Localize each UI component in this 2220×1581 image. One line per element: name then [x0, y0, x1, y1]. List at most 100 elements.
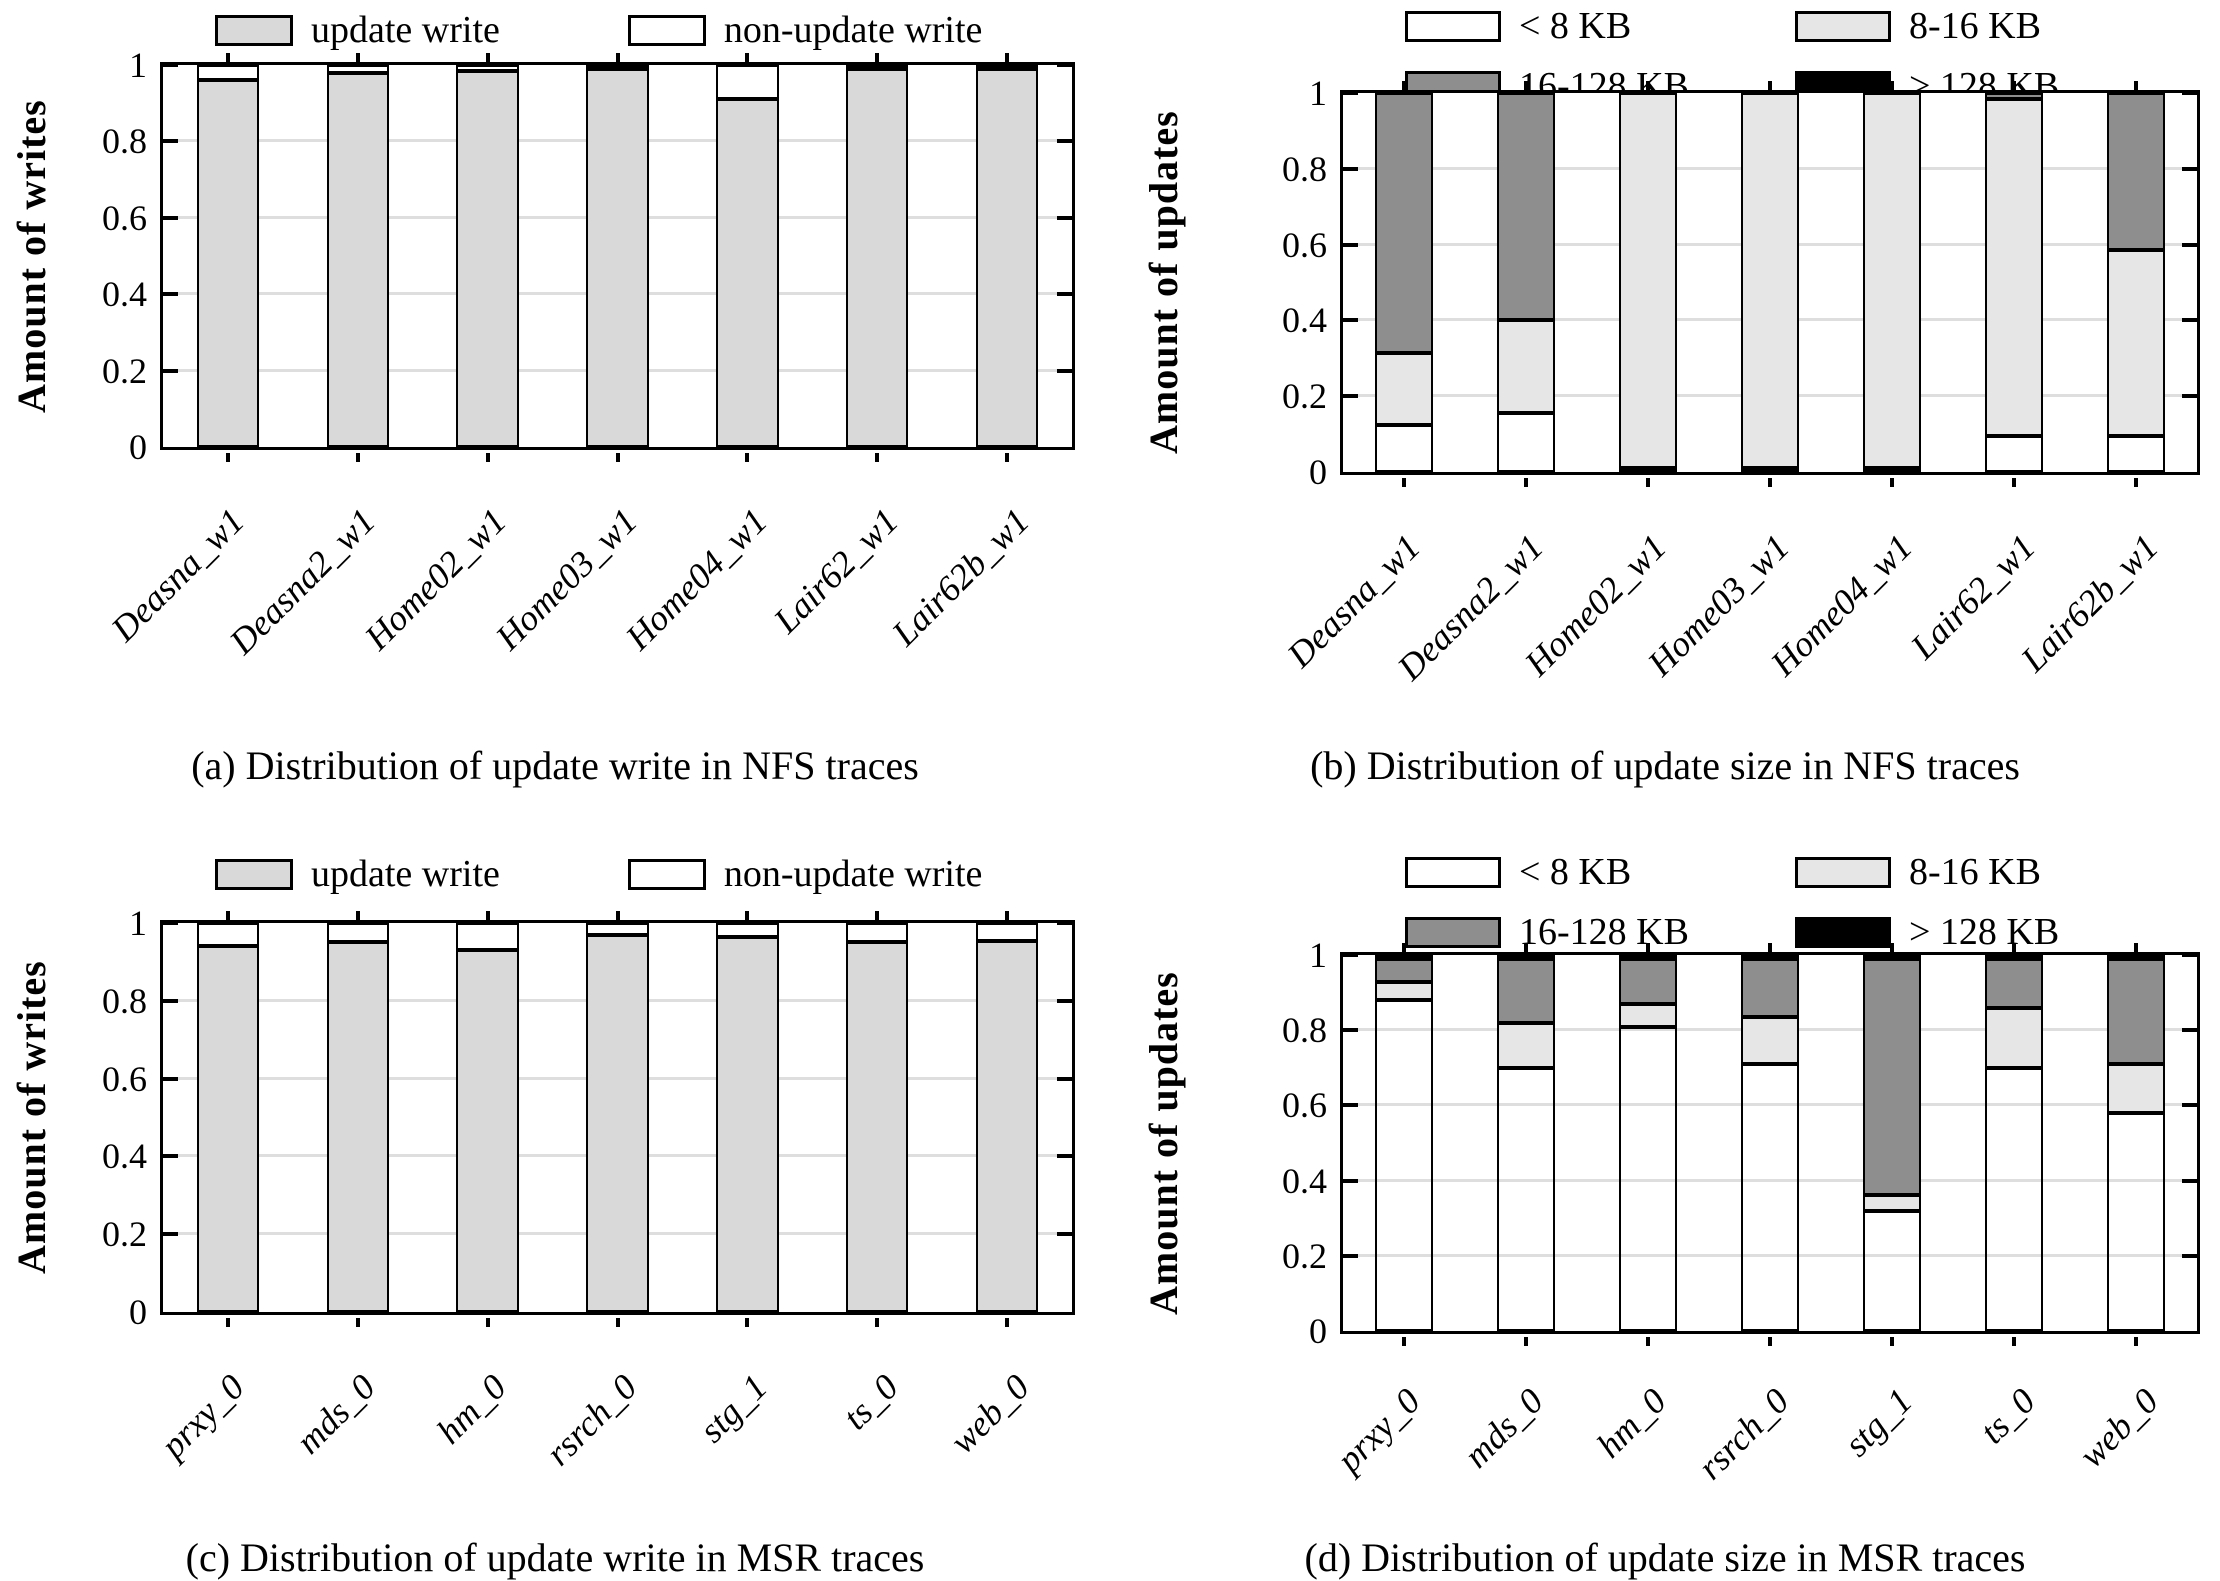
y-tick-label: 1 — [1309, 73, 1327, 113]
bar-slot — [163, 53, 293, 462]
x-tick-mark-bottom — [2134, 1337, 2138, 1346]
y-tick-label: 0.2 — [1282, 1235, 1327, 1276]
x-tick-mark-top — [225, 53, 230, 62]
x-tick-label: Home02_w1 — [356, 500, 514, 658]
bar-segment — [2106, 955, 2166, 959]
bar-segment — [1618, 1026, 1678, 1331]
x-tick-mark-bottom — [615, 453, 620, 462]
y-tick-label: 0 — [1309, 452, 1327, 492]
bar-segment — [716, 65, 779, 100]
bar-segment — [1496, 958, 1556, 1023]
bars-container — [163, 53, 1072, 462]
bar-segment — [1740, 955, 1800, 959]
bar-slot — [682, 911, 812, 1327]
x-tick-mark-bottom — [1005, 453, 1010, 462]
bar-segment — [1496, 1022, 1556, 1068]
x-tick-label: stg_1 — [1836, 1380, 1920, 1465]
bar — [326, 65, 389, 447]
y-tick-mark — [163, 63, 178, 67]
x-tick-mark-top — [225, 911, 230, 920]
x-tick-mark-bottom — [1768, 1337, 1772, 1346]
y-tick-mark — [2182, 242, 2197, 247]
y-axis-label: Amount of updates — [1141, 110, 1186, 455]
gridline — [1343, 1253, 2197, 1257]
x-axis-labels: prxy_0 mds_0 hm_0 rsrch_0 stg_1 ts_0 web_0 — [1329, 1381, 2200, 1488]
bar-segment — [1984, 98, 2044, 436]
x-tick-mark-bottom — [1524, 478, 1528, 487]
bar-slot — [1709, 943, 1831, 1346]
x-tick-mark-bottom — [2134, 478, 2138, 487]
bar-slot — [423, 911, 553, 1327]
y-tick-mark — [2182, 91, 2197, 95]
y-tick-mark — [1057, 1076, 1072, 1081]
y-tick-mark — [163, 292, 178, 297]
x-tick-label: mds_0 — [1456, 1380, 1552, 1476]
bar-segment — [1740, 93, 1800, 468]
bar-segment — [1496, 320, 1556, 414]
plot-area: 0 0.2 0.4 0.6 0.8 1 — [102, 47, 1075, 465]
x-tick-mark-top — [745, 911, 750, 920]
y-tick-label: 0.8 — [1282, 1010, 1327, 1051]
x-tick-mark-top — [355, 911, 360, 920]
y-tick-mark — [2182, 318, 2197, 323]
bar — [975, 65, 1039, 447]
y-tick-label: 0.4 — [102, 274, 147, 315]
y-tick-label: 1 — [129, 903, 147, 943]
bar-segment — [456, 65, 519, 71]
y-tick-mark — [1057, 139, 1072, 144]
bar-segment — [326, 923, 389, 943]
bar-slot — [553, 911, 683, 1327]
legend-item: 8-16 KB — [1795, 4, 2059, 48]
y-tick-mark — [163, 1232, 178, 1237]
x-tick-mark-top — [615, 911, 620, 920]
bar-slot — [1343, 81, 1465, 487]
x-tick-mark-top — [485, 911, 490, 920]
x-tick-mark-top — [875, 911, 880, 920]
bar-slot — [293, 53, 423, 462]
bar-segment — [456, 70, 519, 447]
y-tick-mark — [2182, 1028, 2197, 1033]
bar — [456, 65, 519, 447]
x-tick-mark-top — [1768, 81, 1772, 90]
bar-segment — [1984, 959, 2044, 1008]
bar-slot — [1953, 81, 2075, 487]
bar-segment — [2106, 436, 2166, 472]
x-tick-mark-top — [745, 53, 750, 62]
y-tick-label: 0.6 — [102, 197, 147, 238]
legend-label: update write — [311, 9, 500, 51]
y-tick-mark — [163, 998, 178, 1003]
y-tick-mark — [1343, 1028, 1358, 1033]
y-tick-mark — [1343, 394, 1358, 399]
y-tick-label: 0.4 — [102, 1136, 147, 1177]
y-tick-mark — [1057, 292, 1072, 297]
bar-segment — [2106, 1064, 2166, 1114]
bar — [1740, 955, 1800, 1331]
x-tick-label: stg_1 — [691, 1366, 776, 1451]
bar — [846, 65, 909, 447]
legend-label: update write — [311, 853, 500, 895]
bar-segment — [716, 923, 779, 937]
x-tick-mark-bottom — [2012, 1337, 2016, 1346]
bar — [1984, 955, 2044, 1331]
bar — [1984, 93, 2044, 472]
x-tick-mark-bottom — [615, 1318, 620, 1327]
x-tick-mark-bottom — [1524, 1337, 1528, 1346]
bar-segment — [586, 69, 649, 447]
y-tick-mark — [2182, 166, 2197, 171]
y-tick-label: 0.2 — [102, 1214, 147, 1255]
panel-c: update write non-update write Amount of w… — [0, 790, 1110, 1580]
y-tick-label: 1 — [129, 45, 147, 85]
legend-item: update write — [215, 852, 500, 896]
legend-swatch — [215, 858, 293, 890]
bar-segment — [846, 942, 909, 1312]
gridline — [1343, 1103, 2197, 1107]
caption: (c) Distribution of update write in MSR … — [185, 1535, 925, 1580]
bar-segment — [1374, 424, 1434, 472]
legend-label: 8-16 KB — [1909, 5, 2041, 47]
legend: < 8 KB 8-16 KB 16-128 KB > 128 KB — [1405, 4, 2059, 108]
bar-segment — [1496, 93, 1556, 321]
legend-swatch — [1405, 10, 1501, 42]
y-tick-label: 0.6 — [1282, 224, 1327, 265]
bar-slot — [942, 53, 1072, 462]
x-tick-mark-bottom — [875, 453, 880, 462]
